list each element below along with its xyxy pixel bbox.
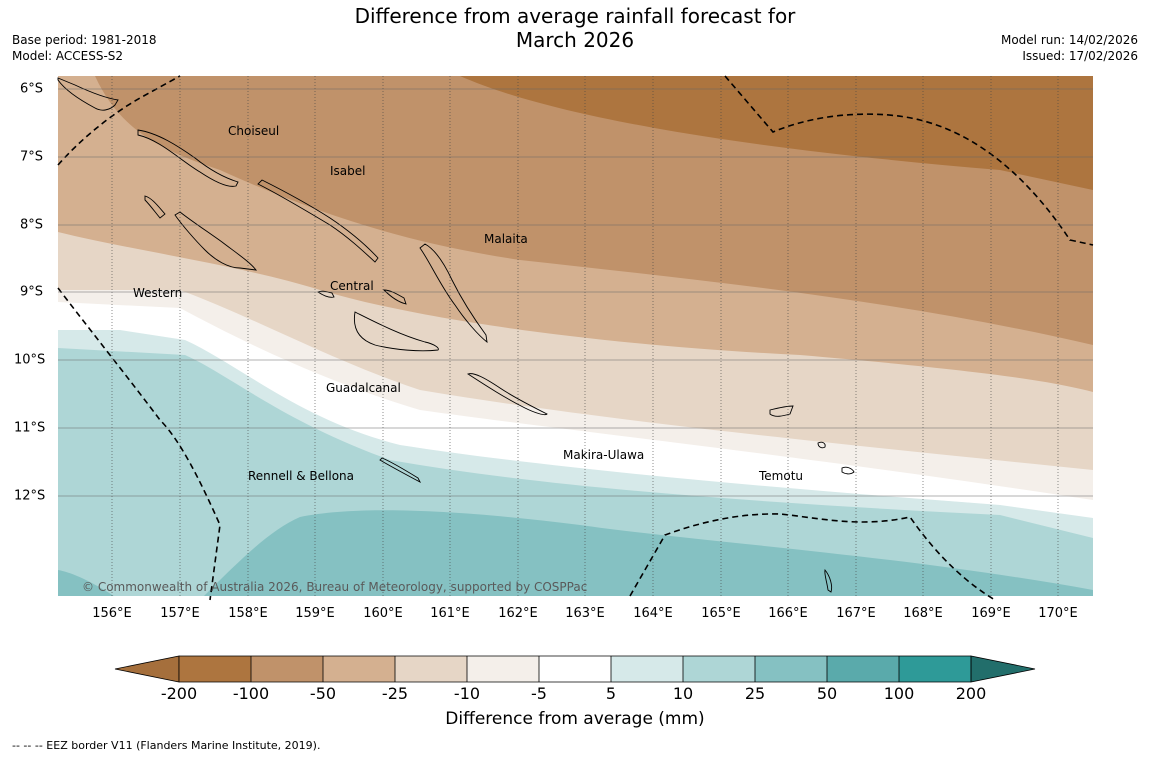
region-temotu: Temotu [759,469,804,483]
model-run: Model run: 14/02/2026 [1000,33,1138,47]
lon-label: 163°E [565,606,605,621]
makira-island [466,373,548,416]
eez-border-nw [57,75,181,166]
colorbar-label: Difference from average (mm) [445,709,705,729]
region-guadalcanal: Guadalcanal [326,381,401,395]
meta-left: Base period: 1981-2018 Model: ACCESS-S2 [12,32,157,64]
colorbar-segment [467,656,539,682]
chart-title: Difference from average rainfall forecas… [0,4,1150,52]
colorbar-tick: -5 [531,684,547,703]
eez-border-ne [724,75,1094,246]
colorbar-tick: 50 [816,684,838,703]
lon-label: 168°E [903,606,943,621]
lon-label: 164°E [633,606,673,621]
colorbar-tick: -200 [160,684,198,703]
colorbar-tick: -10 [453,684,481,703]
lon-label: 165°E [701,606,741,621]
region-choiseul: Choiseul [228,124,280,138]
region-western: Western [133,286,183,300]
lat-label: 12°S [14,488,46,504]
colorbar-tick: 10 [672,684,694,703]
lat-label: 10°S [14,352,46,368]
islands [57,77,855,593]
florida-islands [382,289,407,305]
map-bands [58,76,1093,596]
lon-label: 170°E [1038,606,1078,621]
colorbar-tick: 5 [605,684,617,703]
lon-label: 160°E [363,606,403,621]
region-makira-ulawa: Makira-Ulawa [563,448,645,462]
title-line-2: March 2026 [515,28,635,52]
colorbar-tick: -50 [309,684,337,703]
lat-label: 11°S [14,420,46,436]
colorbar-segment [683,656,755,682]
eez-footnote: -- -- -- EEZ border V11 (Flanders Marine… [12,739,321,752]
colorbar-tick: 100 [883,684,915,703]
base-period: Base period: 1981-2018 [12,33,157,47]
colorbar-segment [539,656,611,682]
lat-gridlines [58,88,1093,497]
colorbar-extend-left [114,655,180,683]
title-line-1: Difference from average rainfall forecas… [354,4,796,28]
lon-label: 159°E [295,606,335,621]
lon-label: 157°E [160,606,200,621]
model-name: Model: ACCESS-S2 [12,49,124,63]
eez-borders [57,75,1094,601]
southern-islands [824,569,833,593]
region-malaita: Malaita [484,232,528,246]
colorbar-segment [899,656,971,682]
lon-label: 167°E [836,606,876,621]
region-isabel: Isabel [330,164,366,178]
rennell-island [379,457,422,484]
colorbar-segment [827,656,899,682]
choiseul-island [137,129,239,187]
vanikoro-island [817,441,826,449]
colorbar-tick: 25 [744,684,766,703]
lat-label: 8°S [20,217,44,233]
colorbar-tick: -25 [381,684,409,703]
colorbar-extend-right [970,655,1036,683]
lat-label: 6°S [20,81,44,97]
lon-label: 169°E [971,606,1011,621]
copyright-notice: © Commonwealth of Australia 2026, Bureau… [82,580,588,594]
eez-border-sw [57,287,221,601]
bougainville-island [57,77,119,111]
eez-border-se [629,513,996,601]
guadalcanal-island [353,311,439,352]
issued-date: Issued: 17/02/2026 [1022,49,1138,63]
isabel-island [257,179,379,263]
utupua-island [841,466,855,475]
santa-cruz-island [769,405,794,417]
lat-label: 7°S [20,149,44,165]
colorbar-tick: 200 [955,684,987,703]
colorbar-segment [611,656,683,682]
western-islands [174,211,257,271]
meta-right: Model run: 14/02/2026 Issued: 17/02/2026 [1001,32,1138,64]
lat-label: 9°S [20,284,44,300]
colorbar-segment [395,656,467,682]
region-central: Central [330,279,374,293]
colorbar-segment [755,656,827,682]
lon-label: 156°E [92,606,132,621]
vella-island [144,195,166,219]
lon-label: 158°E [228,606,268,621]
colorbar-segment [323,656,395,682]
malaita-island [419,243,488,344]
lon-label: 162°E [498,606,538,621]
lon-label: 161°E [430,606,470,621]
lon-label: 166°E [768,606,808,621]
band-25-50 [204,510,1093,596]
colorbar-tick: -100 [232,684,270,703]
region-rennell-bellona: Rennell & Bellona [248,469,355,483]
colorbar-segment [179,656,251,682]
colorbar-segment [251,656,323,682]
band-25-50-corner [58,570,114,596]
central-islands [317,290,335,298]
